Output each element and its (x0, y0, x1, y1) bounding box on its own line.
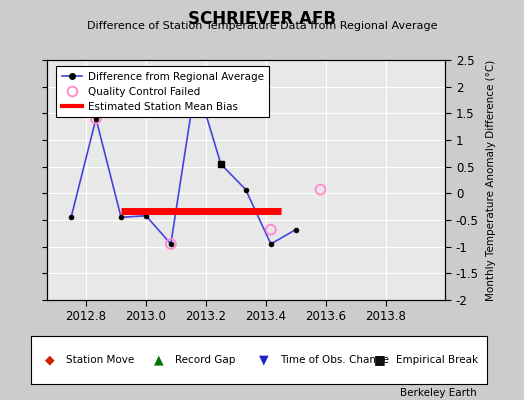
Point (267, 226, 275, 233)
Y-axis label: Monthly Temperature Anomaly Difference (°C): Monthly Temperature Anomaly Difference (… (486, 59, 496, 301)
Text: ▲: ▲ (154, 354, 164, 366)
Point (316, 186, 325, 193)
Text: Record Gap: Record Gap (175, 355, 235, 365)
Text: ▼: ▼ (259, 354, 269, 366)
Text: Berkeley Earth: Berkeley Earth (400, 388, 477, 398)
Text: Time of Obs. Change: Time of Obs. Change (280, 355, 389, 365)
Text: Station Move: Station Move (66, 355, 134, 365)
Text: Empirical Break: Empirical Break (396, 355, 478, 365)
Point (92, 116, 100, 122)
Text: ◆: ◆ (45, 354, 54, 366)
Text: SCHRIEVER AFB: SCHRIEVER AFB (188, 10, 336, 28)
Point (167, 241, 175, 247)
Text: Difference of Station Temperature Data from Regional Average: Difference of Station Temperature Data f… (87, 21, 437, 31)
Legend: Difference from Regional Average, Quality Control Failed, Estimated Station Mean: Difference from Regional Average, Qualit… (57, 66, 269, 117)
Text: ■: ■ (374, 354, 386, 366)
